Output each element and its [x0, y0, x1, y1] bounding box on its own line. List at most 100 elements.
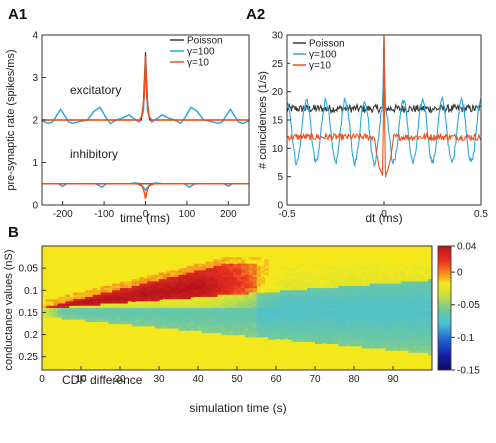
heatmap-cell: [240, 285, 246, 289]
heatmap-cell: [299, 301, 304, 305]
heatmap-cell: [205, 279, 211, 283]
heatmap-cell: [244, 288, 250, 291]
heatmap-cell: [229, 296, 234, 300]
heatmap-cell: [342, 285, 347, 289]
heatmap-cell: [264, 314, 269, 318]
heatmap-cell: [334, 332, 339, 336]
heatmap-cell: [237, 321, 242, 325]
heatmap-cell: [365, 285, 371, 289]
heatmap-cell: [279, 265, 285, 269]
heatmap-cell: [143, 292, 148, 296]
heatmap-cell: [357, 332, 363, 336]
heatmap-cell: [346, 330, 351, 333]
heatmap-cell: [287, 319, 293, 322]
heatmap-cell: [381, 323, 386, 327]
heatmap-cell: [240, 259, 246, 263]
heatmap-cell: [369, 288, 375, 291]
heatmap-cell: [361, 341, 367, 345]
heatmap-cell: [221, 263, 226, 267]
heatmap-cell: [354, 292, 359, 296]
heatmap-cell: [393, 330, 398, 333]
heatmap-cell: [381, 283, 386, 287]
heatmap-cell: [135, 321, 141, 325]
heatmap-cell: [365, 305, 371, 309]
heatmap-cell: [252, 316, 258, 320]
heatmap-cell: [256, 321, 261, 325]
heatmap-cell: [178, 279, 183, 283]
heatmap-cell: [361, 296, 367, 300]
heatmap-cell: [61, 314, 66, 318]
heatmap-cell: [404, 283, 410, 287]
heatmap-cell: [248, 323, 254, 327]
heatmap-cell: [240, 292, 246, 296]
a1-legend-entry: γ=100: [187, 47, 215, 58]
heatmap-cell: [213, 263, 219, 267]
heatmap-cell: [135, 294, 141, 298]
heatmap-cell: [338, 265, 343, 269]
heatmap-cell: [135, 316, 141, 320]
heatmap-cell: [428, 339, 432, 342]
heatmap-cell: [404, 288, 410, 291]
heatmap-cell: [178, 321, 183, 325]
heatmap-cell: [135, 303, 141, 307]
heatmap-cell: [322, 288, 328, 291]
heatmap-cell: [428, 347, 432, 351]
heatmap-cell: [194, 279, 199, 283]
heatmap-cell: [268, 319, 273, 322]
heatmap-cell: [338, 290, 343, 294]
heatmap-cell: [217, 310, 222, 314]
heatmap-cell: [244, 296, 250, 300]
heatmap-cell: [373, 296, 378, 300]
heatmap-cell: [404, 312, 410, 316]
heatmap-cell: [428, 290, 432, 294]
heatmap-cell: [428, 327, 432, 331]
heatmap-cell: [252, 308, 258, 311]
heatmap-cell: [311, 321, 316, 325]
heatmap-cell: [311, 281, 316, 285]
b-x-tick-label: 10: [75, 374, 87, 385]
heatmap-cell: [400, 312, 406, 316]
heatmap-cell: [369, 285, 375, 289]
heatmap-cell: [256, 292, 261, 296]
heatmap-cell: [283, 292, 289, 296]
heatmap-cell: [77, 303, 82, 307]
heatmap-cell: [229, 319, 234, 322]
heatmap-cell: [420, 274, 425, 278]
heatmap-cell: [143, 296, 148, 300]
heatmap-cell: [420, 321, 425, 325]
heatmap-cell: [233, 308, 238, 311]
heatmap-cell: [412, 277, 417, 280]
heatmap-cell: [147, 292, 152, 296]
heatmap-cell: [369, 292, 375, 296]
heatmap-cell: [248, 274, 254, 278]
heatmap-cell: [221, 261, 226, 265]
heatmap-cell: [57, 303, 63, 307]
heatmap-cell: [209, 268, 215, 271]
heatmap-cell: [135, 290, 141, 294]
heatmap-cell: [221, 314, 226, 318]
heatmap-cell: [237, 312, 242, 316]
heatmap-cell: [393, 283, 398, 287]
heatmap-cell: [217, 327, 222, 331]
heatmap-cell: [108, 305, 113, 309]
heatmap-cell: [248, 299, 254, 302]
heatmap-cell: [400, 299, 406, 302]
heatmap-cell: [428, 350, 432, 353]
heatmap-cell: [147, 279, 152, 283]
heatmap-cell: [248, 334, 254, 338]
heatmap-cell: [248, 312, 254, 316]
heatmap-cell: [100, 314, 105, 318]
colorbar-tick-label: 0.04: [457, 242, 477, 253]
heatmap-cell: [225, 323, 230, 327]
heatmap-cell: [389, 299, 394, 302]
heatmap-cell: [166, 308, 172, 311]
heatmap-cell: [318, 312, 324, 316]
heatmap-cell: [190, 281, 195, 285]
heatmap-cell: [404, 347, 410, 351]
heatmap-cell: [279, 290, 285, 294]
heatmap-cell: [350, 270, 355, 274]
heatmap-cell: [299, 285, 304, 289]
a1-line-inhibitory-2: [42, 183, 249, 199]
heatmap-cell: [108, 303, 113, 307]
heatmap-cell: [272, 296, 277, 300]
